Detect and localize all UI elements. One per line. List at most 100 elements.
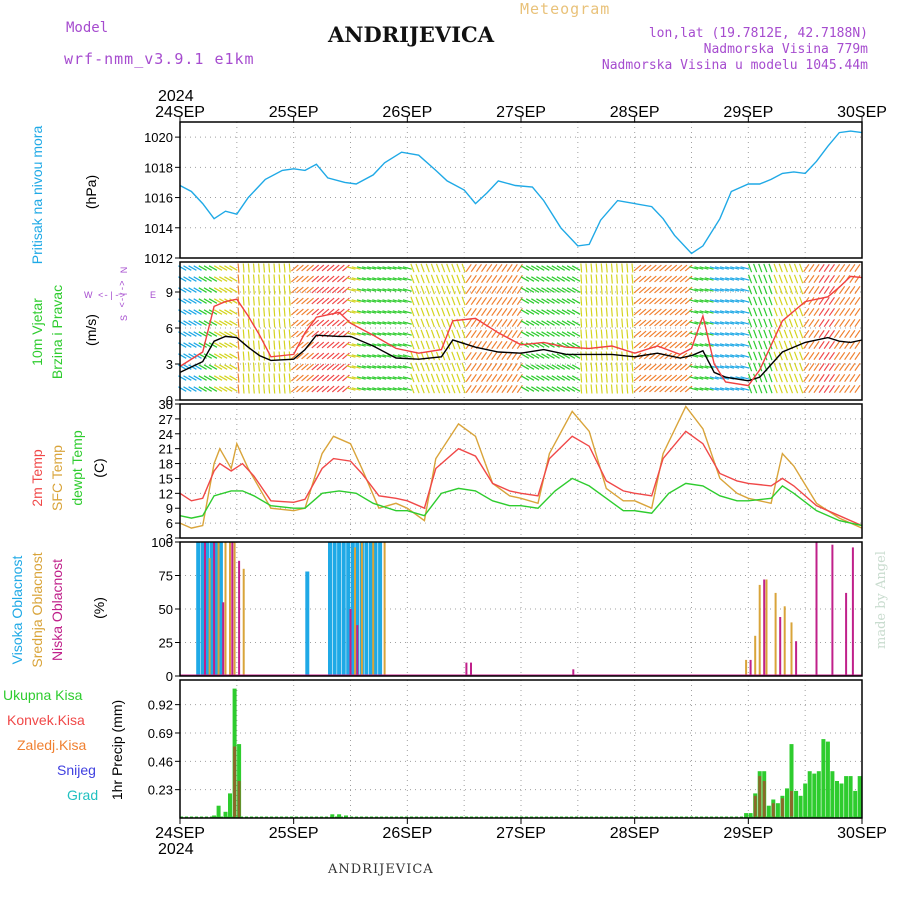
wind-barb: [496, 340, 503, 350]
wind-barb: [799, 373, 804, 383]
wind-barb: [823, 307, 830, 317]
wind-barb: [188, 298, 197, 304]
wind-barb: [556, 287, 565, 293]
mid-cloud-bar: [229, 542, 231, 676]
wind-barb: [326, 385, 335, 393]
wind-barb: [659, 385, 667, 393]
wind-barb: [813, 274, 820, 284]
high-cloud-bar: [328, 542, 332, 676]
wind-barb: [580, 285, 583, 295]
wind-barb: [481, 340, 488, 350]
high-cloud-bar: [337, 542, 342, 676]
wind-barb: [278, 329, 281, 339]
wind-barb: [531, 309, 540, 315]
wind-barb: [747, 351, 753, 361]
wind-barb: [382, 288, 392, 292]
wind-barb: [501, 373, 508, 383]
wind-barb: [435, 329, 441, 339]
wind-barb: [188, 342, 197, 348]
wind-barb: [229, 265, 238, 271]
wind-barb: [605, 263, 608, 273]
wind-barb: [684, 385, 693, 393]
wind-barb: [273, 263, 276, 273]
wind-barb: [382, 321, 392, 325]
wind-barb: [268, 373, 271, 383]
wind-barb: [268, 296, 271, 306]
wind-barb: [520, 331, 530, 337]
wind-barb: [674, 374, 683, 382]
wind-barb: [415, 285, 420, 295]
wind-barb: [844, 384, 851, 394]
wind-barb: [367, 277, 377, 281]
wind-barb: [296, 385, 304, 393]
wind-barb: [633, 275, 642, 283]
wind-barb: [306, 297, 314, 305]
wind-barb: [361, 354, 371, 358]
wind-barb: [367, 365, 377, 369]
wind-barb: [844, 263, 851, 273]
wind-barb: [719, 299, 729, 303]
wind-barb: [638, 374, 647, 382]
wind-barb: [747, 329, 753, 339]
wind-barb: [709, 321, 719, 325]
y-tick-label: 0.92: [148, 698, 173, 713]
wind-barb: [301, 308, 309, 316]
wind-barb: [351, 299, 361, 303]
wind-barb: [679, 374, 688, 382]
wind-barb: [268, 329, 271, 339]
wind-barb: [525, 386, 535, 392]
wind-barb: [470, 274, 477, 284]
wind-barb: [556, 265, 565, 271]
wind-barb: [425, 285, 430, 295]
wind-barb: [258, 263, 260, 273]
convective-precip-bar: [762, 781, 766, 818]
wind-barb: [208, 287, 218, 293]
wind-barb: [252, 384, 255, 394]
y-tick-label: 0.46: [148, 754, 173, 769]
wind-barb: [551, 386, 560, 392]
wind-barb: [704, 321, 714, 325]
wind-barb: [704, 277, 714, 281]
y-tick-label: 21: [159, 442, 173, 457]
wind-barb: [595, 384, 598, 394]
wind-barb: [844, 329, 851, 339]
wind-barb: [633, 330, 642, 338]
wind-barb: [758, 318, 763, 328]
wind-barb: [351, 277, 361, 281]
wind-barb: [311, 330, 320, 338]
wind-barb: [631, 285, 634, 295]
wind-barb: [525, 375, 535, 381]
wind-barb: [818, 362, 825, 372]
wind-barb: [788, 296, 794, 306]
wind-barb: [351, 266, 361, 270]
wind-barb: [730, 277, 740, 281]
wind-barb: [689, 277, 699, 281]
wind-barb: [580, 296, 583, 306]
wind-barb: [758, 285, 763, 295]
wind-barb: [501, 340, 508, 350]
wind-barb: [511, 263, 518, 273]
wind-barb: [410, 318, 415, 328]
wind-barb: [263, 307, 266, 317]
wind-barb: [242, 263, 245, 273]
wind-barb: [674, 385, 683, 393]
wind-barb: [643, 308, 652, 316]
wind-barb: [649, 264, 657, 272]
wind-barb: [659, 330, 667, 338]
wind-barb: [361, 343, 371, 347]
wind-barb: [511, 296, 518, 306]
wind-barb: [224, 353, 233, 359]
wind-barb: [410, 329, 415, 339]
wind-barb: [793, 351, 799, 361]
wind-barb: [747, 318, 753, 328]
wind-barb: [694, 354, 704, 358]
wind-barb: [740, 376, 750, 380]
wind-barb: [566, 320, 576, 326]
wind-barb: [283, 263, 286, 273]
wind-barb: [331, 374, 340, 382]
wind-barb: [258, 318, 260, 328]
wind-barb: [768, 263, 773, 273]
wind-barb: [833, 329, 841, 339]
wind-barb: [392, 321, 402, 325]
wind-barb: [719, 376, 729, 380]
